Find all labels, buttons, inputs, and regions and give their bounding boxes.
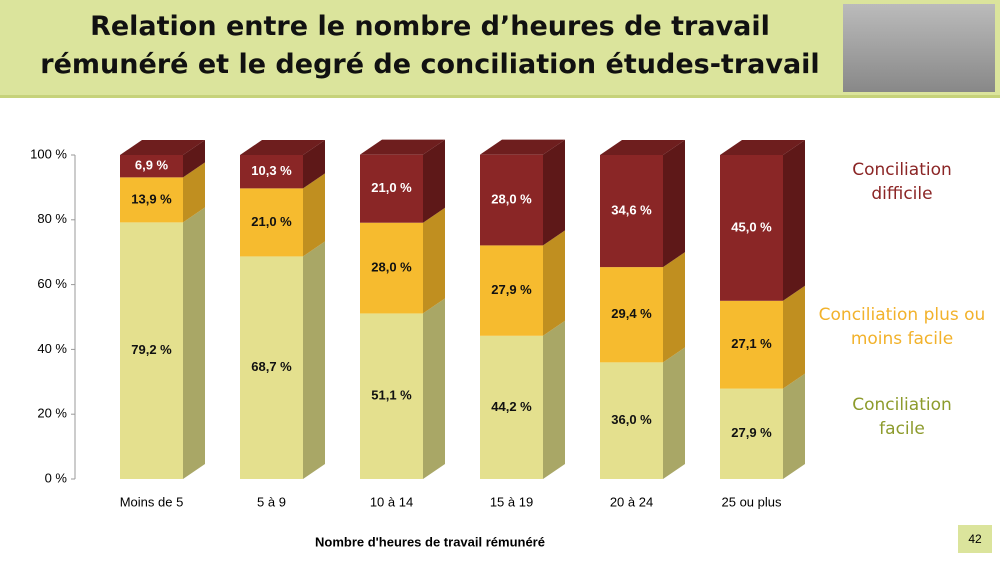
title: Relation entre le nombre d’heures de tra…	[40, 11, 820, 80]
legend-entry: Conciliation facile	[852, 395, 952, 439]
bar-side	[783, 140, 805, 301]
bar-side	[543, 139, 565, 246]
x-tick-label: 25 ou plus	[722, 494, 782, 509]
data-label: 6,9 %	[135, 158, 169, 173]
header	[0, 0, 1000, 98]
data-label: 27,1 %	[731, 336, 772, 351]
data-label: 27,9 %	[491, 282, 532, 297]
data-label: 45,0 %	[731, 219, 772, 234]
data-label: 27,9 %	[731, 425, 772, 440]
bar	[120, 155, 183, 178]
bar-side	[423, 139, 445, 223]
bar-side	[303, 173, 325, 257]
page-number: 42	[958, 525, 992, 553]
data-label: 68,7 %	[251, 359, 292, 374]
bar-side	[303, 140, 325, 189]
bar-side	[183, 162, 205, 223]
legend-entry: Conciliation difficile	[852, 160, 952, 204]
bar	[120, 177, 183, 223]
x-tick-label: Moins de 5	[120, 494, 184, 509]
bar-side	[423, 207, 445, 314]
bar	[600, 155, 663, 268]
data-label: 51,1 %	[371, 388, 412, 403]
x-axis-label: Nombre d'heures de travail rémunéré	[315, 534, 545, 549]
bar	[720, 155, 783, 301]
bar	[360, 154, 423, 223]
bar-side	[303, 241, 325, 479]
bar	[360, 313, 423, 479]
bar-side	[663, 252, 685, 363]
bar	[240, 155, 303, 189]
y-tick-label: 40 %	[37, 341, 67, 356]
data-label: 34,6 %	[611, 202, 652, 217]
bar	[480, 245, 543, 336]
bar-top	[120, 140, 205, 155]
bar	[240, 256, 303, 479]
bar-side	[183, 207, 205, 479]
bar	[120, 222, 183, 479]
bar-side	[663, 140, 685, 268]
bar-top	[480, 139, 565, 155]
bar	[600, 267, 663, 363]
y-tick-label: 0 %	[45, 470, 68, 485]
y-tick-label: 100 %	[30, 146, 67, 161]
x-tick-label: 5 à 9	[257, 494, 286, 509]
bar-top	[360, 139, 445, 155]
x-tick-label: 20 à 24	[610, 494, 653, 509]
bar-side	[783, 285, 805, 389]
data-label: 79,2 %	[131, 342, 172, 357]
data-label: 13,9 %	[131, 191, 172, 206]
bar	[720, 388, 783, 479]
data-label: 29,4 %	[611, 306, 652, 321]
data-label: 10,3 %	[251, 163, 292, 178]
data-label: 36,0 %	[611, 412, 652, 427]
bar-side	[183, 140, 205, 178]
data-label: 44,2 %	[491, 399, 532, 414]
data-label: 21,0 %	[251, 214, 292, 229]
bar-side	[543, 320, 565, 479]
data-label: 21,0 %	[371, 180, 412, 195]
bar-side	[783, 373, 805, 479]
bar	[720, 300, 783, 389]
bar	[240, 188, 303, 257]
x-tick-label: 10 à 14	[370, 494, 413, 509]
bar-top	[240, 140, 325, 155]
y-tick-label: 60 %	[37, 276, 67, 291]
bar-top	[600, 140, 685, 155]
photo	[843, 4, 995, 92]
bar	[480, 154, 543, 246]
bar-side	[663, 347, 685, 479]
x-tick-label: 15 à 19	[490, 494, 533, 509]
data-label: 28,0 %	[491, 191, 532, 206]
y-tick-label: 80 %	[37, 211, 67, 226]
legend-entry: Conciliation plus ou moins facile	[818, 305, 986, 349]
bar	[600, 362, 663, 479]
bar-top	[720, 140, 805, 155]
bar-side	[423, 298, 445, 479]
y-tick-label: 20 %	[37, 406, 67, 421]
bar	[480, 335, 543, 479]
bar	[360, 222, 423, 314]
data-label: 28,0 %	[371, 260, 412, 275]
bar-side	[543, 230, 565, 336]
